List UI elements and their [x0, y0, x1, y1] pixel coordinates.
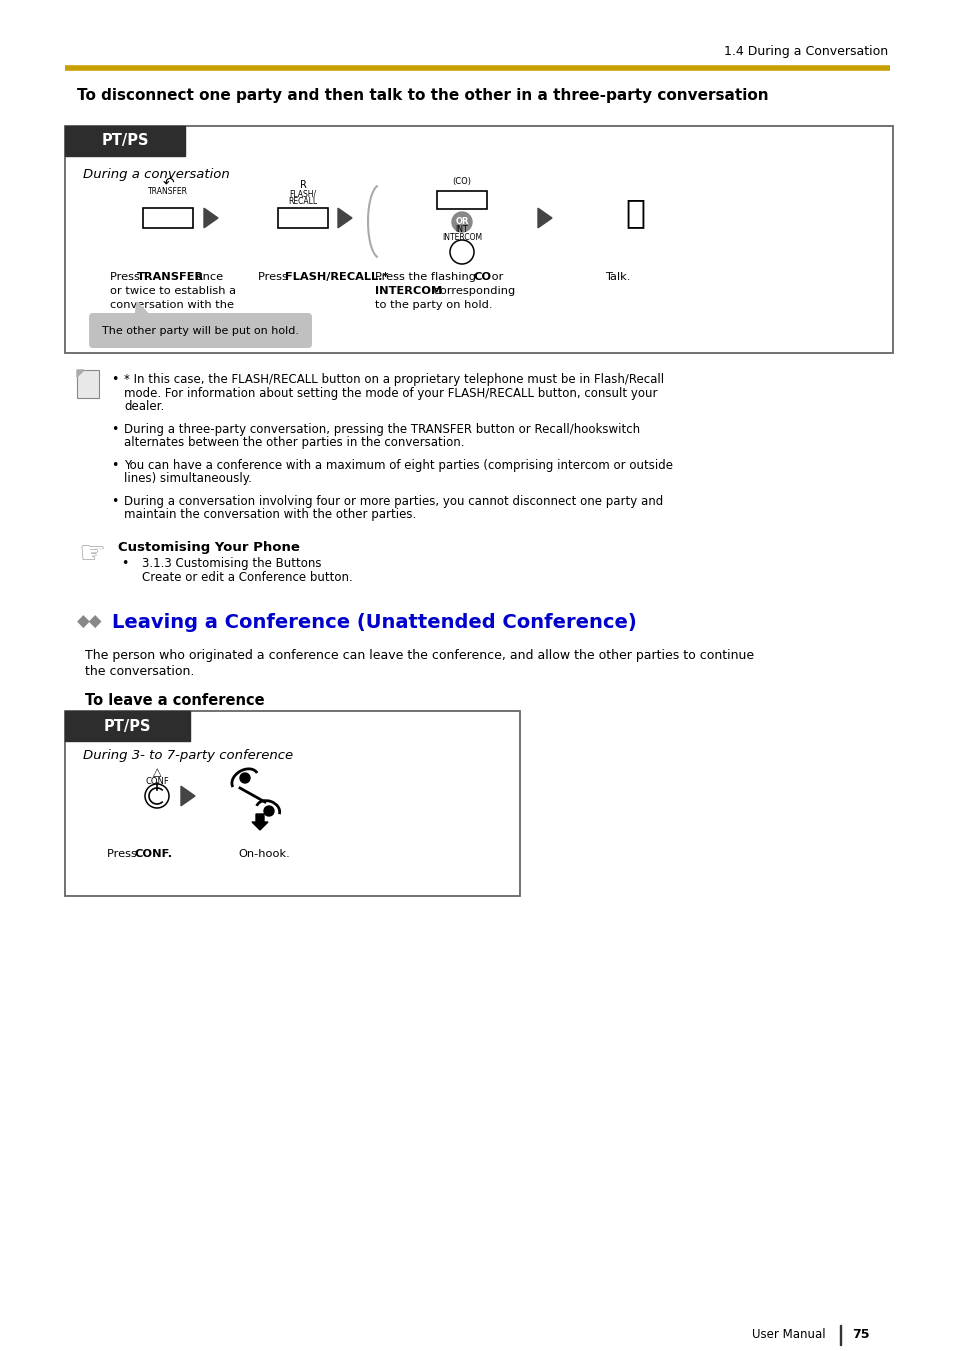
Polygon shape	[204, 208, 218, 228]
Bar	[65, 126, 892, 353]
Text: 3.1.3 Customising the Buttons: 3.1.3 Customising the Buttons	[142, 558, 321, 570]
FancyBboxPatch shape	[89, 313, 312, 349]
Circle shape	[264, 807, 274, 816]
Circle shape	[145, 784, 169, 808]
Bar	[65, 126, 185, 155]
Text: Customising Your Phone: Customising Your Phone	[118, 540, 299, 554]
Text: CONF: CONF	[145, 777, 169, 786]
Text: corresponding: corresponding	[430, 286, 515, 296]
Text: INTERCOM: INTERCOM	[375, 286, 442, 296]
Text: To leave a conference: To leave a conference	[85, 693, 264, 708]
Text: Press the flashing: Press the flashing	[375, 272, 479, 282]
Text: •: •	[112, 373, 118, 386]
Text: Press: Press	[110, 272, 143, 282]
Text: During a three-party conversation, pressing the TRANSFER button or Recall/hooksw: During a three-party conversation, press…	[124, 423, 639, 435]
Bar	[436, 190, 486, 209]
Text: TRANSFER: TRANSFER	[148, 186, 188, 196]
Text: During 3- to 7-party conference: During 3- to 7-party conference	[83, 748, 293, 762]
Text: FLASH/: FLASH/	[289, 189, 316, 199]
Text: to the party on hold.: to the party on hold.	[375, 300, 492, 309]
Text: During a conversation: During a conversation	[83, 168, 230, 181]
Text: ↶: ↶	[162, 176, 173, 190]
Text: lines) simultaneously.: lines) simultaneously.	[124, 471, 252, 485]
Text: PT/PS: PT/PS	[103, 719, 151, 734]
Text: The other party will be put on hold.: The other party will be put on hold.	[102, 326, 298, 335]
Text: During a conversation involving four or more parties, you cannot disconnect one : During a conversation involving four or …	[124, 494, 662, 508]
Text: PT/PS: PT/PS	[101, 134, 149, 149]
Text: the conversation.: the conversation.	[85, 665, 194, 678]
Text: User Manual: User Manual	[751, 1328, 824, 1342]
Circle shape	[450, 240, 474, 263]
Text: FLASH/RECALL.*: FLASH/RECALL.*	[285, 272, 388, 282]
Bar	[65, 711, 519, 896]
Bar	[840, 1325, 841, 1346]
Text: party to be disconnected.: party to be disconnected.	[110, 313, 256, 324]
Text: ◆◆: ◆◆	[77, 613, 102, 631]
Bar	[65, 711, 190, 740]
Text: 📞: 📞	[624, 196, 644, 230]
Text: (CO): (CO)	[452, 177, 471, 186]
Text: alternates between the other parties in the conversation.: alternates between the other parties in …	[124, 436, 464, 449]
Polygon shape	[77, 370, 84, 377]
Text: 1.4 During a Conversation: 1.4 During a Conversation	[723, 46, 887, 58]
Text: The person who originated a conference can leave the conference, and allow the o: The person who originated a conference c…	[85, 648, 753, 662]
Text: CONF.: CONF.	[133, 848, 172, 859]
Text: maintain the conversation with the other parties.: maintain the conversation with the other…	[124, 508, 416, 521]
Text: OR: OR	[455, 218, 468, 227]
Text: Press: Press	[257, 272, 292, 282]
Text: RECALL: RECALL	[288, 197, 317, 207]
Text: R: R	[299, 180, 306, 190]
Text: ☞: ☞	[78, 540, 106, 570]
Text: Create or edit a Conference button.: Create or edit a Conference button.	[142, 571, 353, 584]
Text: You can have a conference with a maximum of eight parties (comprising intercom o: You can have a conference with a maximum…	[124, 458, 672, 471]
Text: •: •	[112, 494, 118, 508]
Polygon shape	[135, 303, 151, 317]
Text: On-hook.: On-hook.	[237, 848, 290, 859]
Text: 75: 75	[851, 1328, 868, 1342]
Text: dealer.: dealer.	[124, 400, 164, 413]
Text: •: •	[112, 423, 118, 435]
Text: INTERCOM: INTERCOM	[441, 234, 481, 242]
Text: or twice to establish a: or twice to establish a	[110, 286, 235, 296]
Text: INT: INT	[456, 226, 468, 235]
Text: •: •	[112, 458, 118, 471]
Text: Talk.: Talk.	[604, 272, 630, 282]
Circle shape	[240, 773, 250, 784]
Text: △: △	[152, 767, 161, 777]
Text: or: or	[488, 272, 503, 282]
Polygon shape	[181, 786, 194, 805]
Text: To disconnect one party and then talk to the other in a three-party conversation: To disconnect one party and then talk to…	[77, 88, 768, 103]
Bar	[277, 208, 328, 228]
Text: CO: CO	[473, 272, 491, 282]
Text: Press: Press	[107, 848, 140, 859]
Text: TRANSFER: TRANSFER	[137, 272, 204, 282]
Text: * In this case, the FLASH/RECALL button on a proprietary telephone must be in Fl: * In this case, the FLASH/RECALL button …	[124, 373, 663, 386]
Polygon shape	[337, 208, 352, 228]
Text: •: •	[121, 558, 129, 570]
Text: Leaving a Conference (Unattended Conference): Leaving a Conference (Unattended Confere…	[112, 613, 636, 632]
Polygon shape	[537, 208, 552, 228]
Circle shape	[452, 212, 472, 232]
Text: once: once	[192, 272, 223, 282]
Bar	[143, 208, 193, 228]
Polygon shape	[252, 815, 268, 830]
Bar	[77, 370, 99, 399]
Text: mode. For information about setting the mode of your FLASH/RECALL button, consul: mode. For information about setting the …	[124, 386, 657, 400]
Text: conversation with the: conversation with the	[110, 300, 233, 309]
